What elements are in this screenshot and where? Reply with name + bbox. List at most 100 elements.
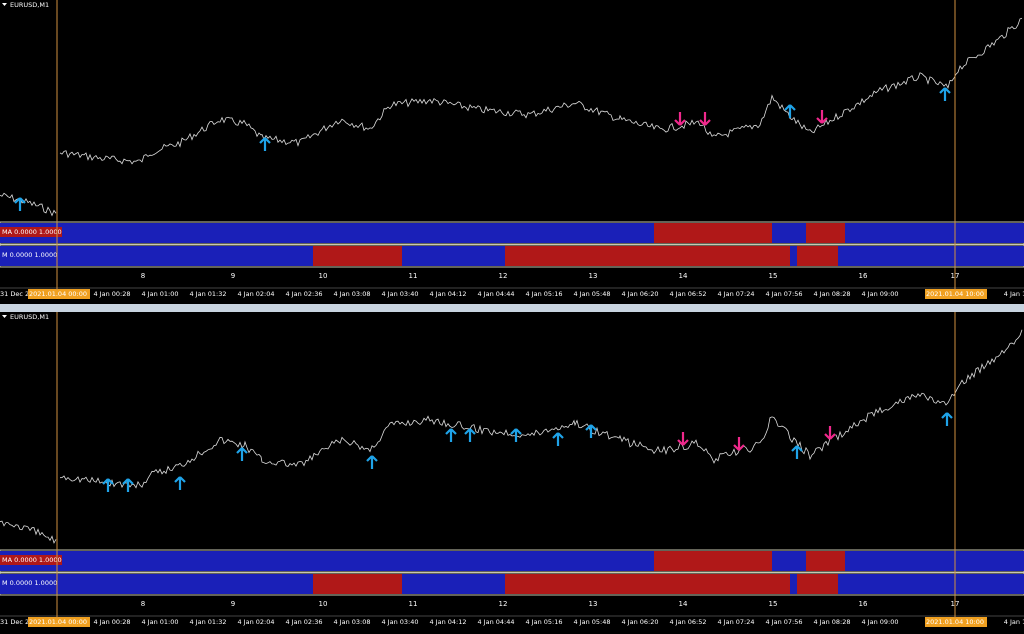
time-label: 4 Jan 05:48 [573, 618, 610, 626]
indicator-label-bg [0, 227, 62, 237]
time-label: 4 Jan 00:28 [93, 618, 130, 626]
signal-arrow [259, 137, 271, 151]
time-label: 2021.01.04 00:00 [29, 290, 87, 298]
indicator-label: MA 0.0000 1.0000 [2, 228, 62, 236]
hour-label: 15 [769, 272, 778, 280]
hour-label: 16 [859, 272, 868, 280]
hour-label: 11 [409, 272, 418, 280]
indicator-bar-red [313, 246, 402, 266]
hour-label: 10 [319, 600, 328, 608]
time-label: 4 Jan 06:52 [669, 618, 706, 626]
signal-arrow [585, 424, 597, 438]
signal-arrow [939, 87, 951, 101]
indicator-border [0, 244, 1024, 268]
hour-label: 9 [231, 600, 235, 608]
time-label: 4 Jan 03:08 [333, 290, 370, 298]
indicator-label-bg [0, 555, 62, 565]
panel-separator [0, 304, 1024, 312]
time-label: 4 Jan 02:36 [285, 290, 322, 298]
time-label: 4 Jan 00:28 [93, 290, 130, 298]
indicator-bar-red [806, 223, 845, 243]
indicator-bar-red [806, 551, 845, 571]
time-label: 4 Jan 05:16 [525, 290, 562, 298]
time-label: 4 Jan 04:12 [429, 618, 466, 626]
indicator-bar-red [313, 574, 402, 594]
time-label: 4 Jan 01:32 [189, 618, 226, 626]
symbol-label: EURUSD,M1 [10, 313, 49, 321]
menu-triangle [2, 3, 7, 6]
time-highlight [28, 289, 90, 299]
time-label: 4 Jan 04:44 [477, 618, 514, 626]
time-label: 31 Dec 2 [0, 618, 29, 626]
price-line [0, 329, 1023, 544]
hour-label: 13 [589, 272, 598, 280]
time-label: 4 Jan 04:12 [429, 290, 466, 298]
hour-label: 15 [769, 600, 778, 608]
signal-arrow [102, 478, 114, 492]
signal-arrow [445, 428, 457, 442]
time-label: 4 Jan 05:16 [525, 618, 562, 626]
signal-arrow [784, 104, 796, 118]
hour-label: 16 [859, 600, 868, 608]
time-label: 2021.01.04 00:00 [29, 618, 87, 626]
symbol-label: EURUSD,M1 [10, 1, 49, 9]
time-label: 4 Jan 01:32 [189, 290, 226, 298]
time-label: 4 Jan 07:56 [765, 290, 802, 298]
hour-label: 9 [231, 272, 235, 280]
hour-label: 11 [409, 600, 418, 608]
hour-label: 14 [679, 272, 688, 280]
signal-arrow [824, 426, 836, 440]
signal-arrow [464, 428, 476, 442]
signal-arrow [677, 432, 689, 446]
signal-arrow [122, 478, 134, 492]
signal-arrow [510, 428, 522, 442]
time-label: 4 Jan 1 [1004, 618, 1024, 626]
time-label: 4 Jan 06:20 [621, 290, 658, 298]
hour-label: 12 [499, 600, 508, 608]
time-label: 2021.01.04 10:00 [926, 290, 984, 298]
hour-label: 10 [319, 272, 328, 280]
signal-arrow [941, 412, 953, 426]
time-label: 4 Jan 06:20 [621, 618, 658, 626]
time-label: 4 Jan 04:44 [477, 290, 514, 298]
indicator-border [0, 549, 1024, 573]
time-label: 4 Jan 09:00 [861, 290, 898, 298]
time-label: 4 Jan 08:28 [813, 618, 850, 626]
signal-arrow [791, 445, 803, 459]
signal-arrow [699, 112, 711, 126]
signal-arrow [236, 447, 248, 461]
signal-arrow [366, 455, 378, 469]
time-label: 4 Jan 03:40 [381, 290, 418, 298]
time-label: 4 Jan 02:36 [285, 618, 322, 626]
time-label: 4 Jan 05:48 [573, 290, 610, 298]
time-highlight [925, 617, 987, 627]
time-label: 4 Jan 1 [1004, 290, 1024, 298]
time-label: 4 Jan 03:40 [381, 618, 418, 626]
signal-arrow [14, 197, 26, 211]
time-highlight [925, 289, 987, 299]
time-label: 2021.01.04 10:00 [926, 618, 984, 626]
indicator-label: MA 0.0000 1.0000 [2, 556, 62, 564]
indicator-label-bg [0, 250, 62, 260]
indicator-border [0, 572, 1024, 596]
time-label: 4 Jan 08:28 [813, 290, 850, 298]
time-label: 4 Jan 03:08 [333, 618, 370, 626]
signal-arrow [552, 432, 564, 446]
time-label: 4 Jan 07:56 [765, 618, 802, 626]
indicator-bar-red [505, 246, 790, 266]
indicator-bar-blue [0, 223, 1024, 243]
menu-triangle [2, 315, 7, 318]
indicator-bar-blue [0, 551, 1024, 571]
indicator-label: M 0.0000 1.0000 [2, 251, 57, 259]
time-label: 31 Dec 2 [0, 290, 29, 298]
hour-label: 8 [141, 272, 145, 280]
indicator-bar-red [654, 223, 772, 243]
hour-label: 8 [141, 600, 145, 608]
signal-arrow [816, 110, 828, 124]
time-label: 4 Jan 01:00 [141, 290, 178, 298]
time-label: 4 Jan 02:04 [237, 290, 274, 298]
indicator-bar-red [505, 574, 790, 594]
hour-label: 13 [589, 600, 598, 608]
